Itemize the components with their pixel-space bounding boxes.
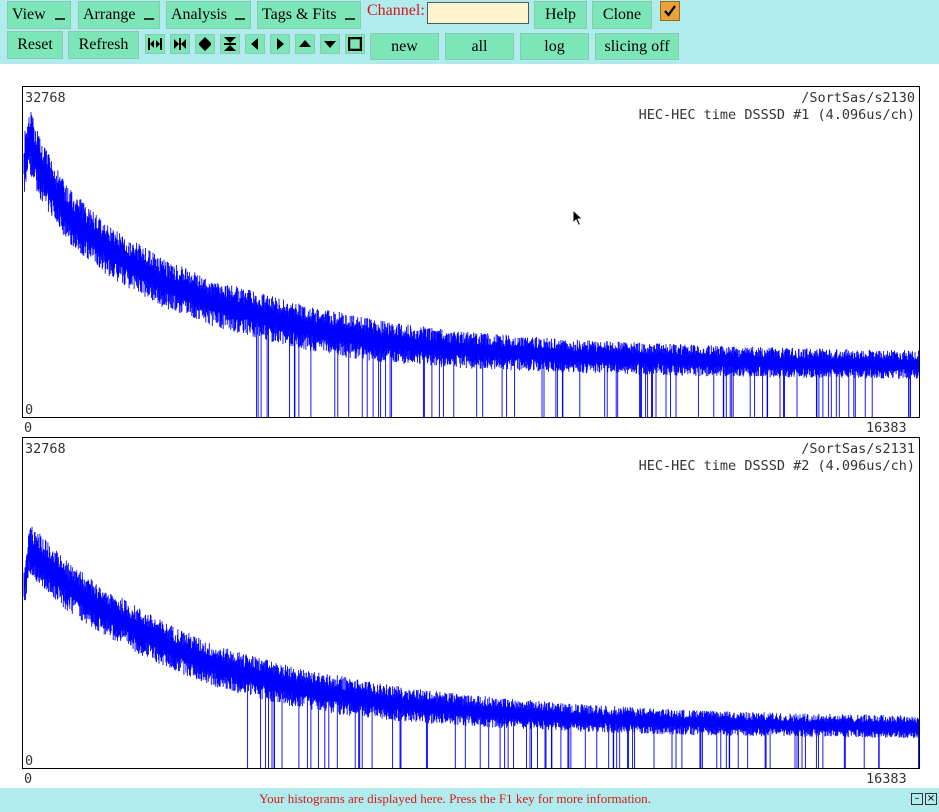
x-min-label: 0 <box>24 420 33 436</box>
scroll-up-button[interactable] <box>295 34 315 54</box>
histogram-panel-2[interactable]: 32768 0 /SortSas/s2131 HEC-HEC time DSSS… <box>22 437 920 769</box>
slicing-toggle-button[interactable]: slicing off <box>595 33 679 60</box>
log-button[interactable]: log <box>520 33 589 60</box>
channel-label: Channel: <box>367 2 425 19</box>
new-button[interactable]: new <box>370 33 439 60</box>
y-max-label: 32768 <box>25 441 66 457</box>
histogram-trace <box>23 526 919 768</box>
close-icon[interactable]: × <box>925 793 937 805</box>
scroll-right-button[interactable] <box>270 34 290 54</box>
y-min-label: 0 <box>25 402 34 418</box>
histogram-title: HEC-HEC time DSSSD #2 (4.096us/ch) <box>638 458 915 474</box>
toolbar: View Arrange Analysis Tags & Fits Channe… <box>0 0 939 64</box>
histogram-title: HEC-HEC time DSSSD #1 (4.096us/ch) <box>638 107 915 123</box>
x-max-label: 16383 <box>866 771 907 787</box>
y-min-label: 0 <box>25 753 34 769</box>
view-menu-label: View <box>12 6 46 23</box>
expand-vertical-button[interactable] <box>195 34 215 54</box>
scroll-down-button[interactable] <box>320 34 340 54</box>
checkbox-toggle[interactable] <box>660 1 680 21</box>
dropdown-icon <box>55 14 65 20</box>
shrink-vertical-button[interactable] <box>220 34 240 54</box>
all-button[interactable]: all <box>445 33 514 60</box>
scroll-right-icon <box>277 38 284 50</box>
scroll-left-button[interactable] <box>245 34 265 54</box>
expand-horizontal-button[interactable] <box>145 34 165 54</box>
reset-button[interactable]: Reset <box>7 31 63 59</box>
refresh-button[interactable]: Refresh <box>68 31 139 59</box>
dropdown-icon <box>345 14 355 20</box>
histogram-trace <box>23 112 919 417</box>
help-button[interactable]: Help <box>534 1 587 29</box>
mouse-cursor-icon <box>572 209 584 227</box>
analysis-menu[interactable]: Analysis <box>166 1 251 29</box>
y-max-label: 32768 <box>25 90 66 106</box>
dropdown-icon <box>144 14 154 20</box>
arrange-menu[interactable]: Arrange <box>78 1 160 29</box>
expand-horizontal-icon <box>148 38 162 50</box>
shrink-horizontal-icon <box>174 38 186 50</box>
shrink-vertical-icon <box>224 37 236 51</box>
scroll-left-icon <box>251 38 258 50</box>
histogram-plot-1 <box>23 112 919 417</box>
checkmark-icon <box>664 5 676 17</box>
expand-vertical-icon <box>199 37 211 51</box>
status-message: Your histograms are displayed here. Pres… <box>259 791 651 806</box>
histogram-path: /SortSas/s2131 <box>801 441 915 457</box>
histogram-panel-1[interactable]: 32768 0 /SortSas/s2130 HEC-HEC time DSSS… <box>22 86 920 418</box>
dropdown-icon <box>235 14 245 20</box>
scroll-down-icon <box>324 41 336 48</box>
view-menu[interactable]: View <box>7 1 71 29</box>
x-min-label: 0 <box>24 771 33 787</box>
histogram-path: /SortSas/s2130 <box>801 90 915 106</box>
analysis-menu-label: Analysis <box>171 6 227 23</box>
tags-fits-menu-label: Tags & Fits <box>262 6 337 23</box>
channel-input[interactable] <box>427 2 529 24</box>
histogram-plot-2 <box>23 526 919 768</box>
scroll-up-icon <box>299 40 311 47</box>
stop-button[interactable] <box>345 34 365 54</box>
clone-button[interactable]: Clone <box>592 1 652 29</box>
stop-icon <box>348 37 362 51</box>
tags-fits-menu[interactable]: Tags & Fits <box>257 1 361 29</box>
status-bar: Your histograms are displayed here. Pres… <box>0 788 939 812</box>
shrink-horizontal-button[interactable] <box>170 34 190 54</box>
arrange-menu-label: Arrange <box>83 6 136 23</box>
minimize-icon[interactable]: – <box>911 793 923 805</box>
x-max-label: 16383 <box>866 420 907 436</box>
